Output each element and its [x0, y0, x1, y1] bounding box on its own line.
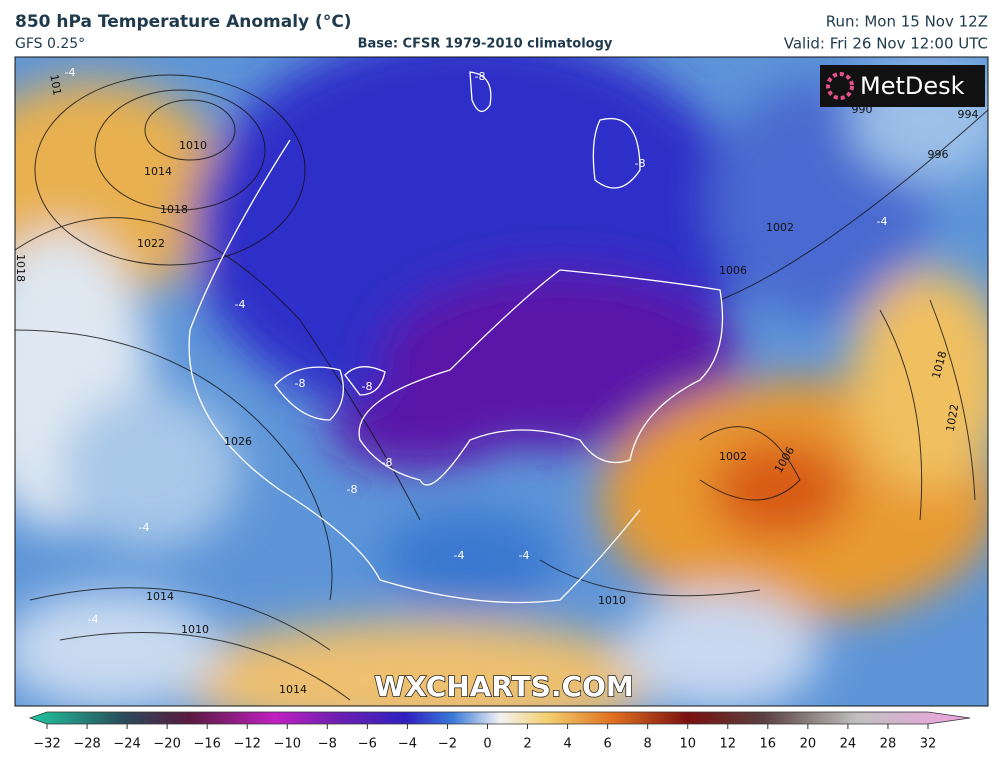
isobar-label: 1010: [179, 139, 207, 152]
colorbar-tick-label: 24: [840, 737, 857, 752]
colorbar-tick-label: 16: [760, 737, 777, 752]
isobar-label: 1002: [766, 221, 794, 234]
isobar-label: 1006: [719, 264, 747, 277]
colorbar-tick-label: 0: [483, 737, 491, 752]
colorbar-tick-label: −2: [438, 737, 457, 752]
colorbar-tick-label: 10: [679, 737, 696, 752]
anomaly-label: -4: [454, 549, 465, 562]
isobar-label: 1018: [160, 203, 188, 216]
anomaly-label: -8: [347, 483, 358, 496]
anomaly-label: -4: [88, 613, 99, 626]
anomaly-label: -4: [235, 298, 246, 311]
colorbar-tick-label: 8: [644, 737, 652, 752]
anomaly-label: -8: [382, 456, 393, 469]
anomaly-label: -8: [362, 380, 373, 393]
colorbar-tick-label: −8: [318, 737, 337, 752]
logo-box: [820, 65, 985, 107]
isobar-label: 1010: [598, 594, 626, 607]
isobar-label: 1014: [144, 165, 172, 178]
colorbar-tick-label: 32: [920, 737, 937, 752]
colorbar-tick-label: −32: [33, 737, 60, 752]
colorbar-tick-label: −6: [358, 737, 377, 752]
colorbar-tick-label: −10: [274, 737, 301, 752]
map-frame: [14, 56, 989, 707]
colorbar-tick-label: 28: [880, 737, 897, 752]
isobar-label: 1022: [137, 237, 165, 250]
isobar-label: 101: [47, 73, 63, 96]
colorbar-tick-label: 20: [800, 737, 817, 752]
colorbar-tick-label: −12: [234, 737, 261, 752]
model: GFS 0.25°: [15, 36, 85, 52]
colorbar-tick-label: −24: [113, 737, 140, 752]
colorbar-tick-label: −16: [193, 737, 220, 752]
isobar-label: 1026: [224, 435, 252, 448]
colorbar-tick-label: −20: [153, 737, 180, 752]
isobar-label: 1022: [944, 403, 962, 433]
anomaly-label: -4: [877, 215, 888, 228]
colorbar-tick-label: −4: [398, 737, 417, 752]
anomaly-label: -8: [635, 157, 646, 170]
colorbar-tick-label: −28: [73, 737, 100, 752]
colorbar-tick-label: 4: [563, 737, 571, 752]
colorbar-tick-label: 6: [603, 737, 611, 752]
title: 850 hPa Temperature Anomaly (°C): [15, 12, 352, 32]
colorbar-ticks: −32 −28 −24 −20 −16 −12 −10 −8 −6 −4 −2 0 2 4 6 8 10 12 16…: [33, 724, 936, 752]
anomaly-label: -4: [139, 521, 150, 534]
isobar-label: 1014: [279, 683, 307, 696]
isobar-label: 1010: [181, 623, 209, 636]
watermark: WXCHARTS.COM: [374, 670, 634, 703]
isobar-label: 1002: [719, 450, 747, 463]
valid: Valid: Fri 26 Nov 12:00 UTC: [784, 35, 988, 53]
anomaly-label: -4: [65, 66, 76, 79]
isobar-label: 994: [958, 108, 979, 121]
anomaly-label: -8: [295, 377, 306, 390]
colorbar-tick-label: 12: [719, 737, 736, 752]
colorbar: [28, 711, 971, 725]
anomaly-label: -4: [519, 549, 530, 562]
logo: MetDesk: [860, 72, 965, 100]
colorbar-tick-label: 2: [523, 737, 531, 752]
anomaly-label: -8: [475, 70, 486, 83]
logo-mark: [826, 72, 854, 100]
header: 850 hPa Temperature Anomaly (°C) GFS 0.2…: [15, 12, 988, 53]
isobar-label: 1014: [146, 590, 174, 603]
base: Base: CFSR 1979-2010 climatology: [358, 37, 613, 52]
map: 1010 1014 1018 1022 1018 1026 1014 1010 1014 1010…: [14, 57, 988, 706]
run: Run: Mon 15 Nov 12Z: [826, 13, 988, 31]
isobar-label: 996: [928, 148, 949, 161]
isobar-label: 1018: [14, 254, 27, 282]
